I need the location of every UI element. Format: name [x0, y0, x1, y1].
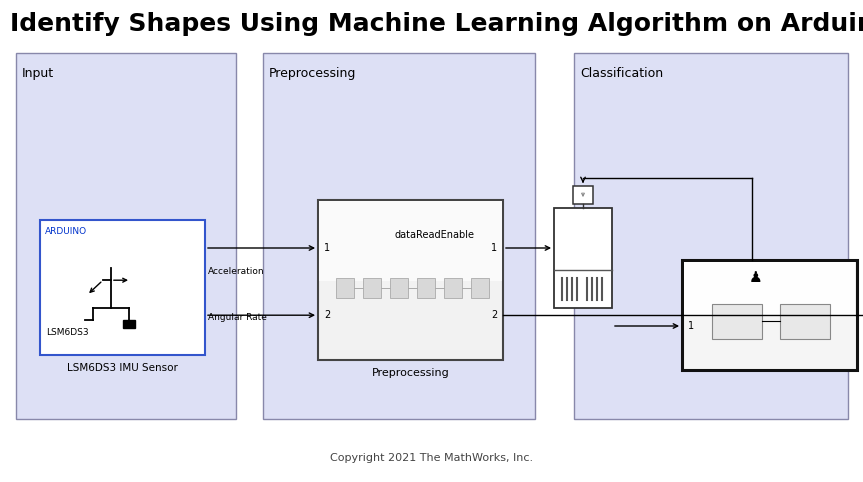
Bar	[336, 278, 354, 298]
Text: LSM6DS3 IMU Sensor: LSM6DS3 IMU Sensor	[67, 363, 178, 373]
Bar	[444, 278, 462, 298]
Text: ARDUINO: ARDUINO	[45, 227, 87, 236]
Bar	[123, 320, 135, 328]
Text: 2: 2	[491, 310, 497, 320]
Bar	[712, 304, 762, 339]
Bar	[363, 278, 381, 298]
Text: Preprocessing: Preprocessing	[269, 67, 356, 80]
Text: Input: Input	[22, 67, 54, 80]
Bar	[554, 208, 612, 308]
Text: 1: 1	[688, 321, 694, 331]
Text: 1: 1	[324, 243, 331, 253]
Bar	[574, 53, 848, 419]
Text: Copyright 2021 The MathWorks, Inc.: Copyright 2021 The MathWorks, Inc.	[330, 453, 533, 463]
Bar	[684, 262, 855, 317]
Text: Preprocessing: Preprocessing	[372, 368, 450, 378]
Text: Angular Rate: Angular Rate	[208, 313, 267, 321]
Bar	[16, 53, 236, 419]
Text: Identify Shapes Using Machine Learning Algorithm on Arduino: Identify Shapes Using Machine Learning A…	[10, 12, 863, 36]
Text: Classification: Classification	[580, 67, 663, 80]
Text: 1: 1	[491, 243, 497, 253]
Bar	[390, 278, 408, 298]
Bar	[417, 278, 435, 298]
Bar	[40, 220, 205, 355]
Bar	[682, 260, 857, 370]
Bar	[780, 304, 830, 339]
Bar	[471, 278, 489, 298]
Bar	[318, 200, 503, 360]
Bar	[319, 201, 502, 281]
Text: ♟: ♟	[749, 270, 762, 285]
Text: Acceleration: Acceleration	[208, 267, 265, 276]
Bar	[263, 53, 535, 419]
Text: LSM6DS3: LSM6DS3	[46, 328, 89, 337]
Text: 2: 2	[324, 310, 331, 320]
Text: dataReadEnable: dataReadEnable	[394, 230, 475, 240]
Bar	[573, 186, 593, 204]
